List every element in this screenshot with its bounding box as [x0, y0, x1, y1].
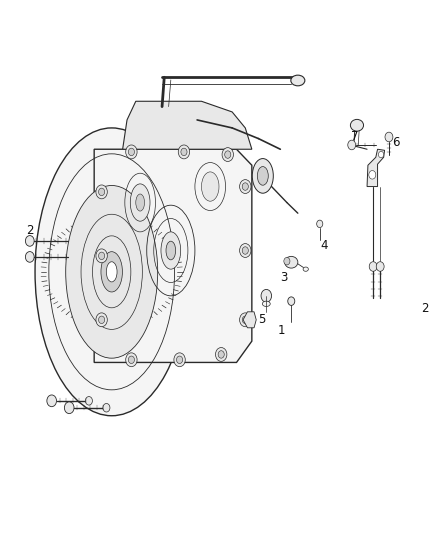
- Ellipse shape: [291, 75, 305, 86]
- Ellipse shape: [303, 267, 308, 271]
- Circle shape: [96, 185, 107, 199]
- Circle shape: [385, 132, 393, 142]
- Circle shape: [369, 262, 377, 271]
- Text: 3: 3: [280, 271, 287, 284]
- Ellipse shape: [350, 119, 364, 131]
- Text: 7: 7: [351, 130, 359, 143]
- Circle shape: [242, 183, 248, 190]
- Ellipse shape: [252, 159, 273, 193]
- Text: 6: 6: [392, 136, 399, 149]
- Ellipse shape: [92, 236, 131, 308]
- Circle shape: [126, 145, 137, 159]
- Circle shape: [99, 188, 105, 196]
- Ellipse shape: [262, 301, 270, 306]
- Circle shape: [240, 313, 251, 327]
- Circle shape: [174, 353, 185, 367]
- Circle shape: [284, 257, 290, 265]
- Circle shape: [25, 252, 34, 262]
- Circle shape: [177, 356, 183, 364]
- Ellipse shape: [166, 241, 176, 260]
- Circle shape: [218, 351, 224, 358]
- Circle shape: [240, 180, 251, 193]
- Ellipse shape: [131, 184, 150, 221]
- Ellipse shape: [101, 252, 122, 292]
- Ellipse shape: [136, 194, 145, 211]
- Text: 2: 2: [26, 224, 34, 237]
- Circle shape: [178, 145, 190, 159]
- Ellipse shape: [66, 185, 158, 358]
- Circle shape: [128, 148, 134, 156]
- Polygon shape: [243, 312, 256, 328]
- Polygon shape: [123, 101, 252, 149]
- Circle shape: [99, 252, 105, 260]
- Circle shape: [181, 148, 187, 156]
- Circle shape: [126, 353, 137, 367]
- Polygon shape: [367, 149, 385, 187]
- Circle shape: [96, 313, 107, 327]
- Circle shape: [376, 262, 384, 271]
- Text: 1: 1: [277, 324, 285, 337]
- Circle shape: [85, 397, 92, 405]
- Circle shape: [369, 171, 376, 179]
- Ellipse shape: [285, 256, 298, 268]
- Polygon shape: [94, 149, 252, 362]
- Text: 2: 2: [421, 302, 429, 314]
- Ellipse shape: [257, 166, 268, 185]
- Circle shape: [99, 316, 105, 324]
- Circle shape: [240, 244, 251, 257]
- Circle shape: [222, 148, 233, 161]
- Circle shape: [103, 403, 110, 412]
- Circle shape: [288, 297, 295, 305]
- Circle shape: [242, 247, 248, 254]
- Ellipse shape: [35, 128, 188, 416]
- Text: 4: 4: [320, 239, 328, 252]
- Circle shape: [47, 395, 57, 407]
- Circle shape: [64, 402, 74, 414]
- Circle shape: [128, 356, 134, 364]
- Circle shape: [25, 236, 34, 246]
- Ellipse shape: [106, 262, 117, 282]
- Circle shape: [242, 316, 248, 324]
- Circle shape: [96, 249, 107, 263]
- Circle shape: [348, 140, 356, 150]
- Text: 5: 5: [258, 313, 265, 326]
- Ellipse shape: [161, 232, 180, 269]
- Circle shape: [215, 348, 227, 361]
- Circle shape: [261, 289, 272, 302]
- Circle shape: [378, 151, 384, 158]
- Ellipse shape: [201, 172, 219, 201]
- Circle shape: [317, 220, 323, 228]
- Circle shape: [225, 151, 231, 158]
